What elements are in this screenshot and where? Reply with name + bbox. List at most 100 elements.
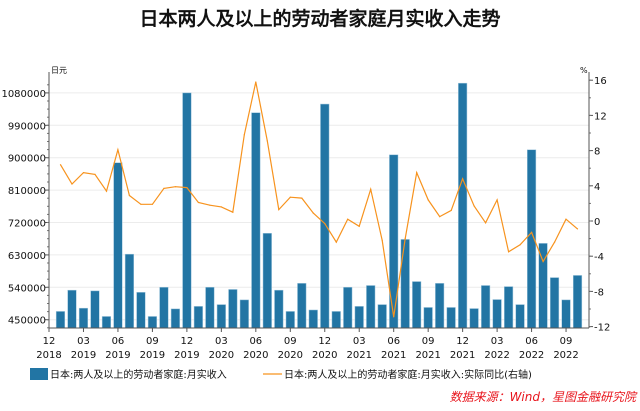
bar: [435, 283, 445, 329]
line-point: [163, 187, 165, 189]
line-point: [71, 183, 73, 185]
bar: [239, 299, 249, 329]
line-point: [347, 218, 349, 220]
line-point: [427, 199, 429, 201]
legend-bar-swatch: [30, 368, 48, 380]
x-tick-month: 12: [318, 336, 331, 347]
line-point: [542, 260, 544, 263]
x-tick-month: 09: [284, 336, 297, 347]
right-tick-label: -8: [594, 287, 604, 298]
x-tick-month: 06: [525, 336, 538, 347]
right-tick-label: -4: [594, 252, 604, 263]
x-tick-year: 2019: [140, 350, 165, 361]
left-tick-label: 810000: [8, 186, 46, 197]
line-point: [450, 209, 452, 211]
bar: [481, 285, 491, 329]
gridlines: [49, 92, 589, 321]
right-tick-label: 12: [594, 111, 607, 122]
bar: [308, 309, 318, 329]
source-note: 数据来源：Wind，星图金融研究院: [450, 390, 638, 404]
x-tick-month: 09: [560, 336, 573, 347]
left-tick-label: 1080000: [1, 89, 46, 100]
bar: [297, 283, 307, 329]
line-point: [59, 164, 62, 166]
x-tick-month: 03: [353, 336, 366, 347]
line-point: [462, 178, 464, 180]
bar: [354, 306, 364, 329]
bar: [389, 154, 399, 329]
bar: [492, 299, 502, 329]
line-point: [220, 206, 222, 208]
x-tick-year: 2021: [381, 350, 406, 361]
right-tick-label: 0: [594, 217, 600, 228]
legend-bar-label: 日本:两人及以上的劳动者家庭:月实收入: [50, 368, 227, 381]
x-tick-month: 09: [146, 336, 159, 347]
line-point: [370, 188, 372, 190]
x-tick-month: 03: [491, 336, 504, 347]
bar: [147, 316, 157, 329]
x-tick-year: 2021: [450, 350, 475, 361]
bar: [55, 311, 66, 329]
line-point: [312, 212, 314, 214]
bar: [101, 316, 112, 329]
x-tick-year: 2019: [105, 350, 130, 361]
bar: [228, 289, 238, 329]
line-point: [335, 241, 337, 243]
right-axis-unit: %: [580, 66, 588, 75]
line-point: [255, 81, 257, 83]
line-point: [358, 225, 360, 227]
line-point: [186, 187, 188, 189]
x-tick-month: 12: [456, 336, 469, 347]
line-point: [278, 209, 280, 211]
x-tick-year: 2022: [553, 350, 578, 361]
x-tick-year: 2020: [209, 350, 234, 361]
line-point: [554, 241, 556, 243]
line-point: [197, 201, 199, 204]
line-point: [519, 244, 521, 246]
x-tick-year: 2022: [484, 350, 509, 361]
bar: [550, 277, 560, 329]
line-point: [439, 216, 441, 218]
line-point: [496, 199, 498, 201]
bar: [113, 162, 123, 329]
line-point: [404, 238, 406, 240]
line-point: [508, 251, 510, 253]
left-tick-label: 450000: [8, 316, 46, 327]
bar: [458, 82, 468, 329]
bar: [251, 112, 261, 329]
left-tick-label: 540000: [8, 283, 46, 294]
line-series: [59, 81, 579, 318]
bar: [320, 103, 330, 329]
line-point: [289, 196, 291, 198]
bar: [274, 289, 284, 329]
bar: [400, 239, 410, 329]
line-point: [324, 223, 326, 225]
bar-series: [55, 82, 583, 329]
line-point: [485, 222, 487, 224]
bar: [366, 285, 376, 329]
x-tick-month: 12: [43, 336, 56, 347]
bar: [262, 233, 272, 329]
line-point: [416, 172, 418, 174]
line-point: [576, 228, 579, 230]
x-tick-year: 2019: [71, 350, 96, 361]
bar: [78, 307, 89, 329]
x-tick-year: 2018: [36, 350, 61, 361]
bar: [124, 253, 134, 329]
bar: [205, 287, 215, 329]
bar: [216, 304, 226, 329]
bar: [331, 311, 341, 329]
line-point: [94, 173, 96, 175]
right-tick-label: 16: [594, 76, 607, 87]
line-point: [243, 134, 245, 136]
bar: [285, 311, 295, 329]
x-tick-year: 2020: [312, 350, 337, 361]
line-point: [565, 218, 567, 220]
bar: [446, 307, 456, 329]
bar: [412, 281, 422, 329]
line-point: [301, 197, 303, 199]
line-point: [473, 205, 475, 207]
x-tick-year: 2020: [243, 350, 268, 361]
x-tick-year: 2019: [174, 350, 199, 361]
